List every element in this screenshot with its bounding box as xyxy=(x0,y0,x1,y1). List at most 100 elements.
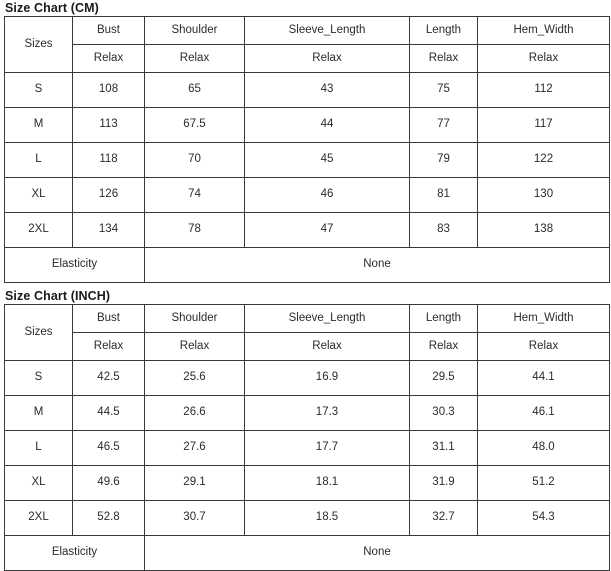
cell-bust: 108 xyxy=(72,72,145,108)
table-row: 2XL 134 78 47 83 138 xyxy=(4,212,610,248)
page-title-cm: Size Chart (CM) xyxy=(5,1,99,15)
cell-bust: 44.5 xyxy=(72,395,145,431)
size-table-inch: Sizes Bust Shoulder Sleeve_Length Length… xyxy=(4,304,610,571)
fit-bust: Relax xyxy=(72,332,145,361)
cell-sleeve-length: 46 xyxy=(244,177,410,213)
cell-bust: 113 xyxy=(72,107,145,143)
cell-hem-width: 130 xyxy=(477,177,610,213)
fit-shoulder: Relax xyxy=(144,44,245,73)
table-header-row-fit: Relax Relax Relax Relax Relax xyxy=(5,332,610,361)
cell-bust: 52.8 xyxy=(72,500,145,536)
cell-size: M xyxy=(4,107,73,143)
header-bust: Bust xyxy=(72,304,145,333)
header-sizes: Sizes xyxy=(4,304,73,361)
fit-length: Relax xyxy=(409,332,478,361)
cell-sleeve-length: 47 xyxy=(244,212,410,248)
table-row-elasticity: Elasticity None xyxy=(4,247,610,283)
table-row-elasticity: Elasticity None xyxy=(4,535,610,571)
cell-hem-width: 44.1 xyxy=(477,360,610,396)
cell-length: 81 xyxy=(409,177,478,213)
table-row: XL 49.6 29.1 18.1 31.9 51.2 xyxy=(4,465,610,501)
cell-bust: 134 xyxy=(72,212,145,248)
table-row: M 44.5 26.6 17.3 30.3 46.1 xyxy=(4,395,610,431)
cell-sleeve-length: 43 xyxy=(244,72,410,108)
cell-sleeve-length: 17.3 xyxy=(244,395,410,431)
table-header-row-fit: Relax Relax Relax Relax Relax xyxy=(5,44,610,73)
cell-length: 31.9 xyxy=(409,465,478,501)
cell-shoulder: 65 xyxy=(144,72,245,108)
cell-length: 75 xyxy=(409,72,478,108)
table-header-row-measures: Sizes Bust Shoulder Sleeve_Length Length… xyxy=(4,304,610,361)
cell-hem-width: 117 xyxy=(477,107,610,143)
cell-length: 29.5 xyxy=(409,360,478,396)
elasticity-value: None xyxy=(144,247,610,283)
header-sleeve-length: Sleeve_Length xyxy=(244,304,410,333)
cell-hem-width: 112 xyxy=(477,72,610,108)
cell-shoulder: 74 xyxy=(144,177,245,213)
cell-size: 2XL xyxy=(4,212,73,248)
fit-hem-width: Relax xyxy=(477,332,610,361)
cell-bust: 42.5 xyxy=(72,360,145,396)
header-hem-width: Hem_Width xyxy=(477,16,610,45)
cell-sleeve-length: 18.1 xyxy=(244,465,410,501)
fit-bust: Relax xyxy=(72,44,145,73)
fit-shoulder: Relax xyxy=(144,332,245,361)
header-hem-width: Hem_Width xyxy=(477,304,610,333)
elasticity-value: None xyxy=(144,535,610,571)
header-length: Length xyxy=(409,16,478,45)
elasticity-label: Elasticity xyxy=(4,247,145,283)
table-row: S 108 65 43 75 112 xyxy=(4,72,610,108)
cell-bust: 46.5 xyxy=(72,430,145,466)
cell-length: 31.1 xyxy=(409,430,478,466)
cell-length: 77 xyxy=(409,107,478,143)
table-row: L 118 70 45 79 122 xyxy=(4,142,610,178)
cell-length: 32.7 xyxy=(409,500,478,536)
fit-sleeve-length: Relax xyxy=(244,332,410,361)
cell-shoulder: 70 xyxy=(144,142,245,178)
fit-length: Relax xyxy=(409,44,478,73)
cell-length: 79 xyxy=(409,142,478,178)
cell-shoulder: 29.1 xyxy=(144,465,245,501)
header-sizes: Sizes xyxy=(4,16,73,73)
cell-hem-width: 138 xyxy=(477,212,610,248)
cell-size: S xyxy=(4,360,73,396)
table-row: L 46.5 27.6 17.7 31.1 48.0 xyxy=(4,430,610,466)
header-shoulder: Shoulder xyxy=(144,16,245,45)
cell-hem-width: 54.3 xyxy=(477,500,610,536)
page-title-inch: Size Chart (INCH) xyxy=(5,289,111,303)
cell-shoulder: 78 xyxy=(144,212,245,248)
cell-length: 30.3 xyxy=(409,395,478,431)
table-header-row-measures: Sizes Bust Shoulder Sleeve_Length Length… xyxy=(4,16,610,73)
cell-hem-width: 122 xyxy=(477,142,610,178)
cell-hem-width: 46.1 xyxy=(477,395,610,431)
size-table-cm: Sizes Bust Shoulder Sleeve_Length Length… xyxy=(4,16,610,283)
table-row: S 42.5 25.6 16.9 29.5 44.1 xyxy=(4,360,610,396)
cell-size: XL xyxy=(4,177,73,213)
cell-length: 83 xyxy=(409,212,478,248)
cell-shoulder: 30.7 xyxy=(144,500,245,536)
cell-shoulder: 67.5 xyxy=(144,107,245,143)
header-bust: Bust xyxy=(72,16,145,45)
table-row: 2XL 52.8 30.7 18.5 32.7 54.3 xyxy=(4,500,610,536)
cell-hem-width: 51.2 xyxy=(477,465,610,501)
header-shoulder: Shoulder xyxy=(144,304,245,333)
cell-sleeve-length: 16.9 xyxy=(244,360,410,396)
cell-size: S xyxy=(4,72,73,108)
cell-size: XL xyxy=(4,465,73,501)
elasticity-label: Elasticity xyxy=(4,535,145,571)
cell-sleeve-length: 17.7 xyxy=(244,430,410,466)
fit-sleeve-length: Relax xyxy=(244,44,410,73)
cell-bust: 118 xyxy=(72,142,145,178)
fit-hem-width: Relax xyxy=(477,44,610,73)
cell-shoulder: 26.6 xyxy=(144,395,245,431)
cell-sleeve-length: 44 xyxy=(244,107,410,143)
cell-bust: 49.6 xyxy=(72,465,145,501)
cell-shoulder: 25.6 xyxy=(144,360,245,396)
header-sleeve-length: Sleeve_Length xyxy=(244,16,410,45)
cell-size: L xyxy=(4,430,73,466)
cell-bust: 126 xyxy=(72,177,145,213)
cell-size: 2XL xyxy=(4,500,73,536)
cell-size: M xyxy=(4,395,73,431)
table-row: M 113 67.5 44 77 117 xyxy=(4,107,610,143)
cell-size: L xyxy=(4,142,73,178)
